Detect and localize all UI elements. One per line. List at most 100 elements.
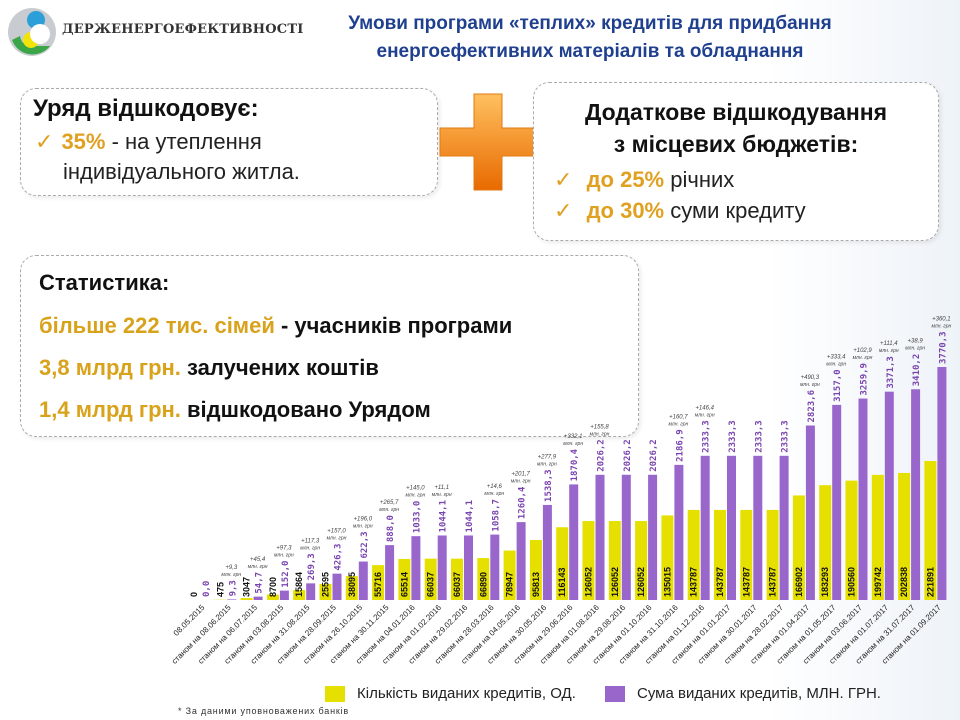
count-label: 202838 — [899, 567, 909, 597]
count-label: 66037 — [426, 572, 436, 597]
sum-label: 2333,3 — [781, 420, 791, 453]
increase-annotation: +9,3 — [225, 565, 238, 571]
annotation-unit: млн. грн — [879, 348, 899, 354]
bar-sum — [437, 535, 447, 600]
count-label: 143787 — [768, 567, 778, 597]
title-line-2: енергоефективних матеріалів та обладнанн… — [376, 41, 804, 62]
bar-count — [372, 565, 385, 600]
bar-sum — [911, 389, 921, 600]
annotation-unit: млн. грн — [300, 545, 320, 551]
increase-annotation: +333,4 — [827, 354, 846, 360]
legend-label: Сума виданих кредитів, МЛН. ГРН. — [637, 685, 881, 702]
government-item-cont: індивідуального житла. — [63, 159, 300, 184]
annotation-unit: млн. грн — [379, 507, 399, 513]
bar-sum — [648, 474, 658, 600]
sum-label: 3259,9 — [860, 363, 870, 396]
increase-annotation: +146,4 — [695, 405, 714, 411]
sum-label: 1870,4 — [570, 448, 580, 481]
sum-label: 2333,3 — [728, 420, 738, 453]
bar-count — [871, 474, 884, 600]
sum-label: 0,0 — [202, 581, 212, 597]
increase-annotation: +277,9 — [538, 454, 557, 460]
check-icon: ✓ — [554, 198, 573, 223]
sum-label: 1538,3 — [544, 469, 554, 502]
annotation-unit: млн. грн — [853, 355, 873, 361]
stat-text: залучених коштів — [180, 355, 379, 380]
count-label: 166902 — [794, 567, 804, 597]
bar-sum — [884, 391, 894, 600]
count-label: 126052 — [610, 567, 620, 597]
bar-count — [608, 521, 621, 600]
bar-count — [240, 598, 253, 600]
count-label: 95813 — [531, 572, 541, 597]
increase-annotation: +332,1 — [564, 434, 583, 440]
increase-annotation: +196,0 — [354, 516, 373, 522]
count-label: 190560 — [847, 567, 857, 597]
count-label: 0 — [189, 592, 199, 597]
increase-annotation: +145,0 — [406, 486, 425, 492]
bar-count — [819, 485, 832, 600]
title-line-1: Умови програми «теплих» кредитів для при… — [348, 13, 832, 34]
item-value: до 30% — [586, 198, 665, 223]
stat-highlight: 3,8 млрд грн. — [39, 355, 181, 380]
count-label: 126052 — [584, 567, 594, 597]
stat-text: відшкодовано Урядом — [180, 397, 431, 422]
bar-sum — [621, 474, 631, 600]
increase-annotation: +201,7 — [511, 472, 530, 478]
bar-sum — [727, 455, 736, 600]
footnote: * За даними уповноважених банків — [178, 706, 350, 716]
bar-sum — [542, 504, 552, 600]
percent: 35% — [61, 129, 106, 154]
bar-count — [319, 583, 332, 600]
government-heading: Уряд відшкодовує: — [33, 95, 259, 122]
count-label: 8700 — [268, 577, 278, 597]
bar-sum — [753, 455, 763, 600]
plus-icon — [439, 93, 537, 191]
check-icon: ✓ — [35, 129, 54, 154]
sum-label: 3770,3 — [938, 331, 948, 364]
bar-sum — [332, 573, 342, 600]
sum-label: 2026,2 — [649, 439, 659, 472]
bar-sum — [805, 425, 815, 600]
sum-label: 3410,2 — [912, 354, 922, 387]
annotation-unit: млн. грн — [248, 564, 268, 570]
bar-sum — [358, 561, 368, 600]
bar-count — [398, 558, 411, 600]
increase-annotation: +45,4 — [250, 557, 266, 563]
legend-item-sum: Сума виданих кредитів, МЛН. ГРН. — [605, 685, 881, 702]
stat-text: - учасників програми — [274, 313, 513, 338]
annotation-unit: млн. грн — [406, 493, 426, 499]
bar-sum — [832, 404, 842, 600]
count-label: 78947 — [505, 572, 515, 597]
bar-count — [477, 558, 490, 600]
org-name: ДЕРЖЕНЕРГОЕФЕКТИВНОСТІ — [62, 22, 304, 37]
bar-count — [766, 509, 779, 600]
bar-sum — [937, 367, 947, 600]
bar-count — [792, 495, 805, 600]
statistic-row: 3,8 млрд грн. залучених коштів — [39, 355, 379, 381]
sum-label: 3371,3 — [886, 356, 896, 389]
count-label: 66037 — [452, 572, 462, 597]
bar-sum — [569, 484, 579, 600]
item-value: до 25% — [586, 167, 665, 192]
annotation-unit: млн. грн — [537, 461, 557, 467]
bar-sum — [411, 536, 421, 600]
count-label: 143787 — [741, 567, 751, 597]
legend-swatch — [325, 685, 345, 702]
bar-count — [582, 521, 595, 600]
bar-sum — [674, 464, 684, 600]
increase-annotation: +102,9 — [853, 348, 872, 354]
bar-sum — [595, 474, 605, 600]
bar-sum — [516, 522, 526, 600]
increase-annotation: +11,1 — [434, 485, 449, 491]
bar-count — [845, 480, 858, 600]
bar-count — [503, 550, 516, 600]
bar-count — [424, 558, 437, 600]
sum-label: 9,3 — [228, 580, 238, 596]
bar-count — [740, 509, 753, 600]
bar-sum — [253, 596, 263, 600]
bar-count — [451, 558, 463, 600]
legend-item-count: Кількість виданих кредитів, ОД. — [325, 685, 576, 702]
annotation-unit: млн. грн — [590, 431, 610, 437]
